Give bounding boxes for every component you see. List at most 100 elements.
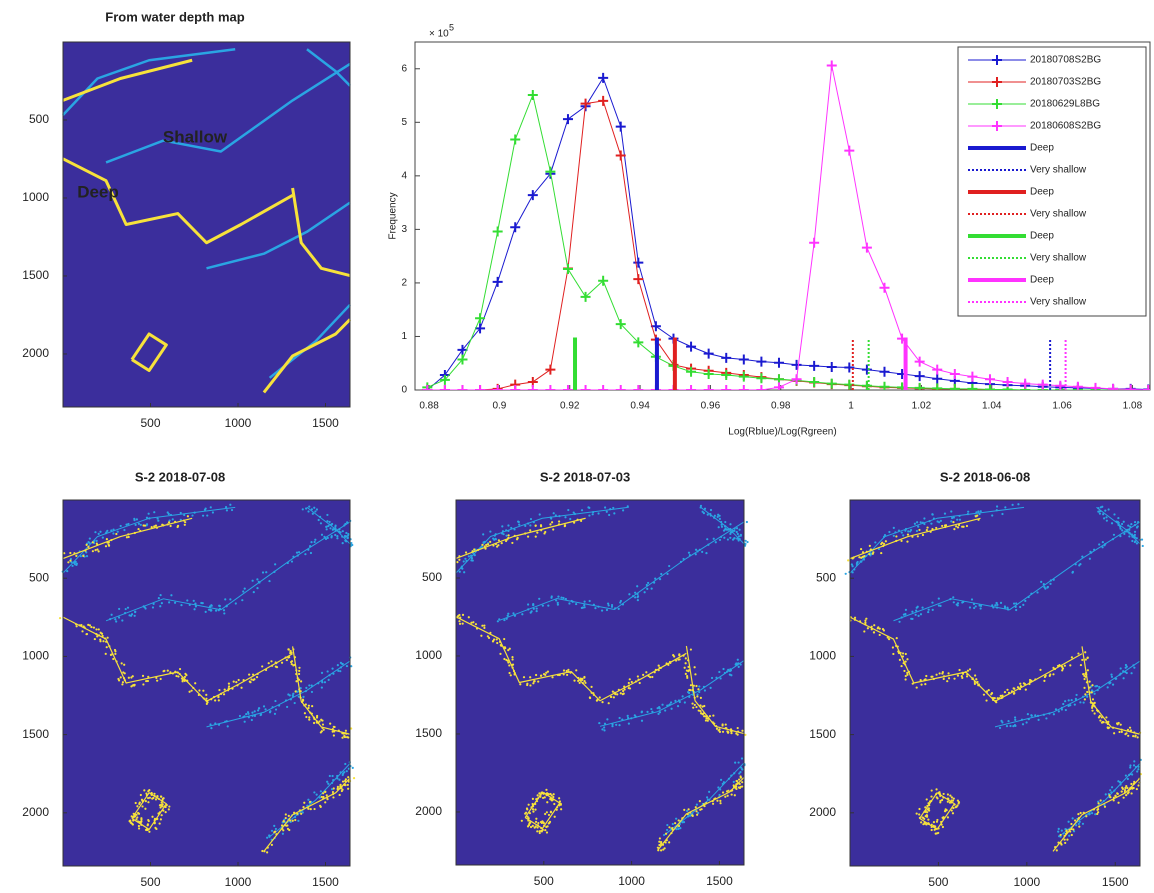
map-speckle [1073,703,1076,706]
point-marker [527,190,538,201]
map-speckle [97,550,100,553]
map-speckle [897,650,900,653]
map-speckle [507,661,510,664]
map-speckle [546,801,549,804]
map-speckle [911,617,914,621]
map-speckle [544,828,547,832]
map-speckle [691,814,694,817]
map-speckle [209,506,212,509]
map-speckle [739,775,742,778]
map-speckle [678,658,681,661]
map-speckle [717,526,720,529]
map-speckle [1088,680,1091,683]
map-speckle [1052,713,1056,716]
map-speckle [1044,674,1047,677]
map-speckle [487,636,491,639]
map-speckle [577,676,580,680]
map-speckle [527,608,530,611]
map-speckle [628,593,631,596]
map-speckle [268,711,272,714]
map-speckle [708,714,712,718]
map-speckle [246,711,250,714]
map-speckle [663,847,666,850]
map-speckle [1095,684,1099,688]
map-speckle [734,761,737,764]
map-speckle [312,716,315,719]
map-speckle [545,831,549,834]
map-speckle [463,571,466,574]
map-speckle [687,690,690,694]
map-speckle [666,823,669,827]
map-speckle [1129,764,1132,767]
x-tick-label: 0.88 [419,401,439,412]
map-speckle [509,674,512,677]
map-speckle [217,699,220,702]
map-speckle [693,666,696,669]
map-speckle [699,704,702,707]
map-speckle [1036,714,1040,717]
map-speckle [1114,794,1117,797]
map-speckle [682,557,685,561]
map-speckle [985,699,988,702]
map-speckle [927,822,930,826]
map-speckle [141,674,145,678]
point-marker [633,385,644,390]
map-speckle [556,601,559,604]
map-speckle [242,679,245,682]
map-speckle [1003,691,1007,694]
map-speckle [736,730,740,733]
map-speckle [550,799,553,802]
map-speckle [1071,817,1074,820]
map-speckle [564,597,567,601]
map-speckle [534,808,537,811]
map-speckle [901,652,905,655]
map-speckle [339,666,343,669]
point-marker [598,385,609,390]
map-speckle [610,603,614,607]
map-speckle [720,523,723,526]
map-speckle [960,674,963,678]
map-speckle [328,674,331,677]
map-speckle [658,711,662,714]
map-speckle [1060,665,1063,668]
map-speckle [1049,582,1052,585]
map-speckle [316,714,319,718]
map-speckle [660,841,663,844]
map-speckle [547,822,550,825]
map-speckle [122,677,126,680]
map-speckle [607,702,610,705]
map-speckle [464,557,467,560]
map-speckle [1110,791,1113,794]
map-speckle [154,798,158,801]
map-speckle [718,728,721,731]
map-speckle [305,715,308,719]
map-speckle [1099,719,1102,722]
map-speckle [242,590,245,593]
map-speckle [319,515,322,519]
map-speckle [339,771,342,774]
map-speckle [194,605,198,608]
map-speckle [1007,720,1010,723]
map-speckle [941,825,945,829]
map-speckle [931,601,934,604]
map-speckle [130,676,133,679]
map-speckle [1120,730,1123,733]
map-speckle [93,637,96,641]
map-speckle [96,635,99,638]
point-marker [879,282,890,293]
map-speckle [508,664,511,667]
map-speckle [1135,542,1139,545]
point-marker [510,134,521,145]
map-speckle [738,528,741,531]
map-speckle [1128,532,1131,535]
map-speckle [1097,802,1100,805]
annotation: Deep [77,182,119,201]
map-speckle [736,726,739,730]
map-speckle [1136,736,1139,739]
map-speckle [1059,833,1062,837]
map-speckle [513,534,516,537]
map-speckle [1112,799,1115,802]
map-speckle [550,595,553,598]
map-speckle [1102,721,1105,724]
map-speckle [1116,792,1119,795]
